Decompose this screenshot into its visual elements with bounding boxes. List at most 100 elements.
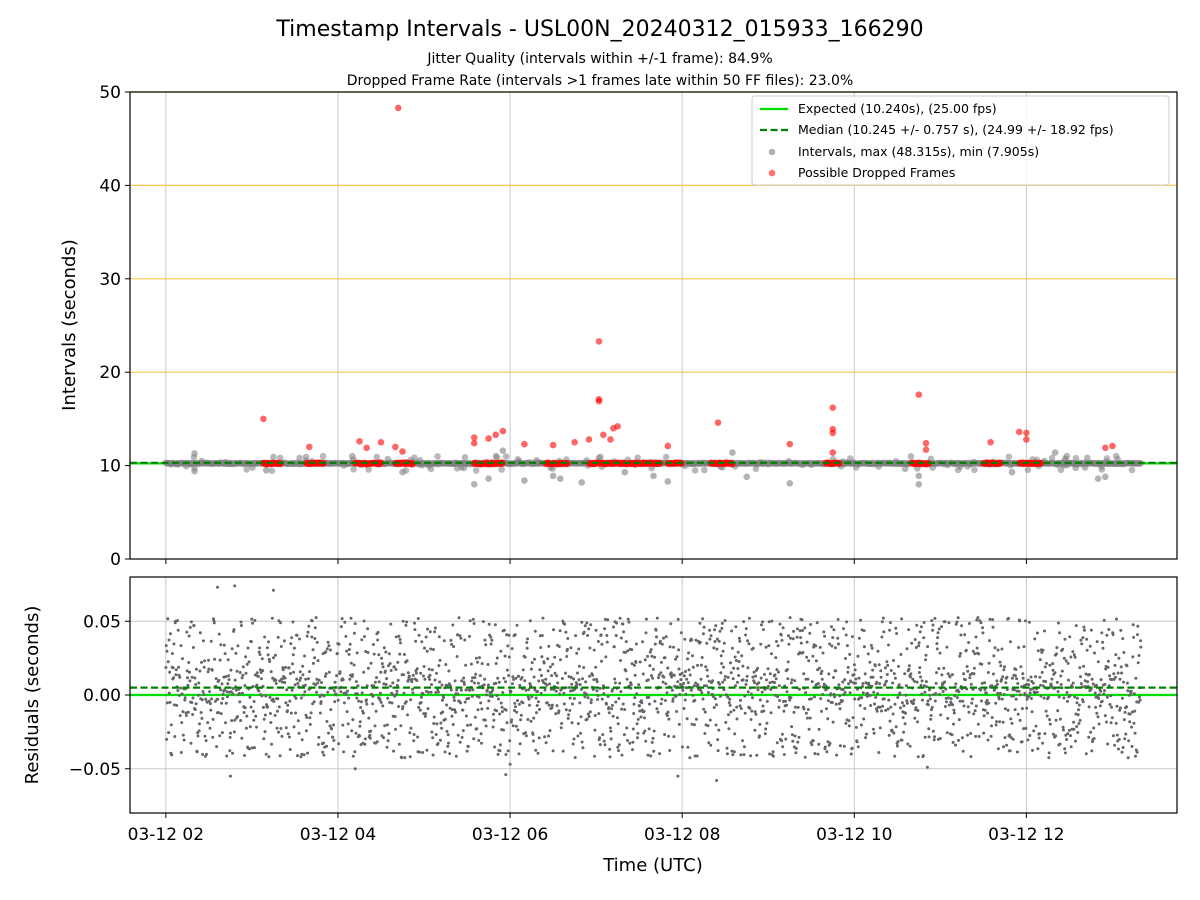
residual-point bbox=[905, 647, 909, 651]
residual-point bbox=[1122, 651, 1126, 654]
residual-point bbox=[955, 696, 959, 700]
interval-point bbox=[1072, 454, 1080, 462]
residual-point bbox=[593, 714, 597, 717]
residual-point bbox=[272, 700, 276, 703]
residual-point bbox=[292, 725, 296, 729]
residual-point bbox=[749, 692, 753, 696]
residual-point bbox=[286, 732, 290, 736]
chart-subtitle-jitter: Jitter Quality (intervals within +/-1 fr… bbox=[426, 51, 772, 67]
residual-point bbox=[208, 702, 212, 706]
residual-point bbox=[1029, 688, 1033, 691]
residual-point bbox=[713, 640, 717, 643]
residual-point bbox=[593, 754, 596, 758]
residual-point bbox=[303, 654, 306, 658]
interval-point bbox=[556, 475, 564, 482]
residual-point bbox=[392, 749, 396, 753]
residual-point bbox=[307, 624, 311, 628]
residual-point bbox=[1129, 689, 1133, 693]
residual-point bbox=[295, 677, 299, 681]
residual-point bbox=[1102, 618, 1106, 622]
dropped-frame-point bbox=[392, 443, 399, 451]
residual-point bbox=[680, 671, 684, 675]
residual-point bbox=[194, 683, 198, 686]
dropped-frame-point bbox=[595, 338, 603, 345]
residual-point bbox=[517, 674, 521, 678]
residual-point bbox=[273, 713, 277, 717]
residual-point bbox=[666, 666, 670, 670]
residual-point bbox=[917, 671, 921, 674]
residual-point bbox=[181, 733, 185, 737]
residual-point bbox=[610, 703, 614, 707]
residual-point bbox=[557, 645, 561, 648]
residual-point bbox=[1071, 650, 1075, 654]
residual-point bbox=[806, 677, 810, 681]
residual-point bbox=[731, 677, 735, 681]
residual-point bbox=[810, 680, 814, 684]
residual-point bbox=[586, 696, 590, 700]
residual-point bbox=[653, 642, 657, 646]
residual-point bbox=[699, 677, 703, 681]
residual-point bbox=[276, 697, 280, 701]
residual-point bbox=[808, 631, 812, 635]
interval-point bbox=[243, 466, 250, 473]
residual-point bbox=[537, 679, 541, 683]
residual-point bbox=[878, 726, 882, 730]
residual-point bbox=[1101, 646, 1105, 650]
residual-point bbox=[194, 667, 198, 671]
residual-point bbox=[916, 755, 920, 759]
residual-point bbox=[457, 616, 461, 620]
residual-point bbox=[456, 692, 460, 696]
residual-point bbox=[494, 662, 498, 665]
residuals-y-axis: 0.050.00−0.05 bbox=[69, 612, 130, 780]
residual-point bbox=[425, 649, 429, 653]
residual-point bbox=[381, 704, 385, 708]
residual-point bbox=[386, 739, 390, 743]
residual-point bbox=[496, 676, 500, 680]
interval-point bbox=[268, 467, 276, 475]
residual-point bbox=[887, 643, 890, 647]
residual-point bbox=[788, 698, 792, 702]
residual-point bbox=[531, 732, 535, 736]
residual-point bbox=[1139, 645, 1143, 649]
residual-point bbox=[1131, 655, 1135, 659]
residual-point bbox=[1090, 677, 1094, 681]
residual-point bbox=[276, 635, 280, 639]
residual-point bbox=[650, 674, 653, 678]
residual-point bbox=[790, 733, 794, 737]
residual-point bbox=[1003, 665, 1007, 669]
residual-point bbox=[242, 711, 246, 714]
residual-point bbox=[335, 674, 339, 678]
residual-point bbox=[694, 638, 698, 642]
residual-point bbox=[715, 703, 718, 707]
residual-point bbox=[1111, 734, 1115, 738]
interval-point bbox=[1101, 473, 1109, 481]
residual-point bbox=[516, 728, 520, 732]
dropped-frame-point bbox=[260, 415, 267, 423]
residual-point bbox=[904, 711, 907, 715]
residual-point bbox=[363, 635, 366, 638]
residual-point bbox=[500, 705, 504, 709]
residual-point bbox=[847, 719, 851, 723]
residual-point bbox=[768, 672, 772, 676]
residual-point bbox=[197, 681, 201, 685]
residual-point bbox=[688, 756, 692, 760]
residual-point bbox=[240, 676, 244, 680]
residual-point bbox=[271, 588, 275, 592]
residual-point bbox=[716, 749, 720, 753]
residual-point bbox=[675, 710, 679, 713]
residual-point bbox=[930, 619, 934, 623]
residual-point bbox=[861, 682, 865, 685]
residual-point bbox=[207, 658, 210, 662]
residual-point bbox=[974, 734, 978, 738]
residuals-y-tick-label: 0.00 bbox=[83, 686, 121, 706]
residual-point bbox=[280, 680, 284, 684]
residual-point bbox=[780, 638, 784, 642]
residual-point bbox=[371, 643, 375, 646]
residual-point bbox=[857, 676, 861, 680]
residual-point bbox=[837, 642, 840, 646]
residual-point bbox=[816, 682, 820, 685]
dropped-frame-point bbox=[492, 431, 500, 439]
residual-point bbox=[224, 721, 227, 725]
residual-point bbox=[634, 660, 638, 664]
dropped-frame-point bbox=[997, 459, 1004, 467]
